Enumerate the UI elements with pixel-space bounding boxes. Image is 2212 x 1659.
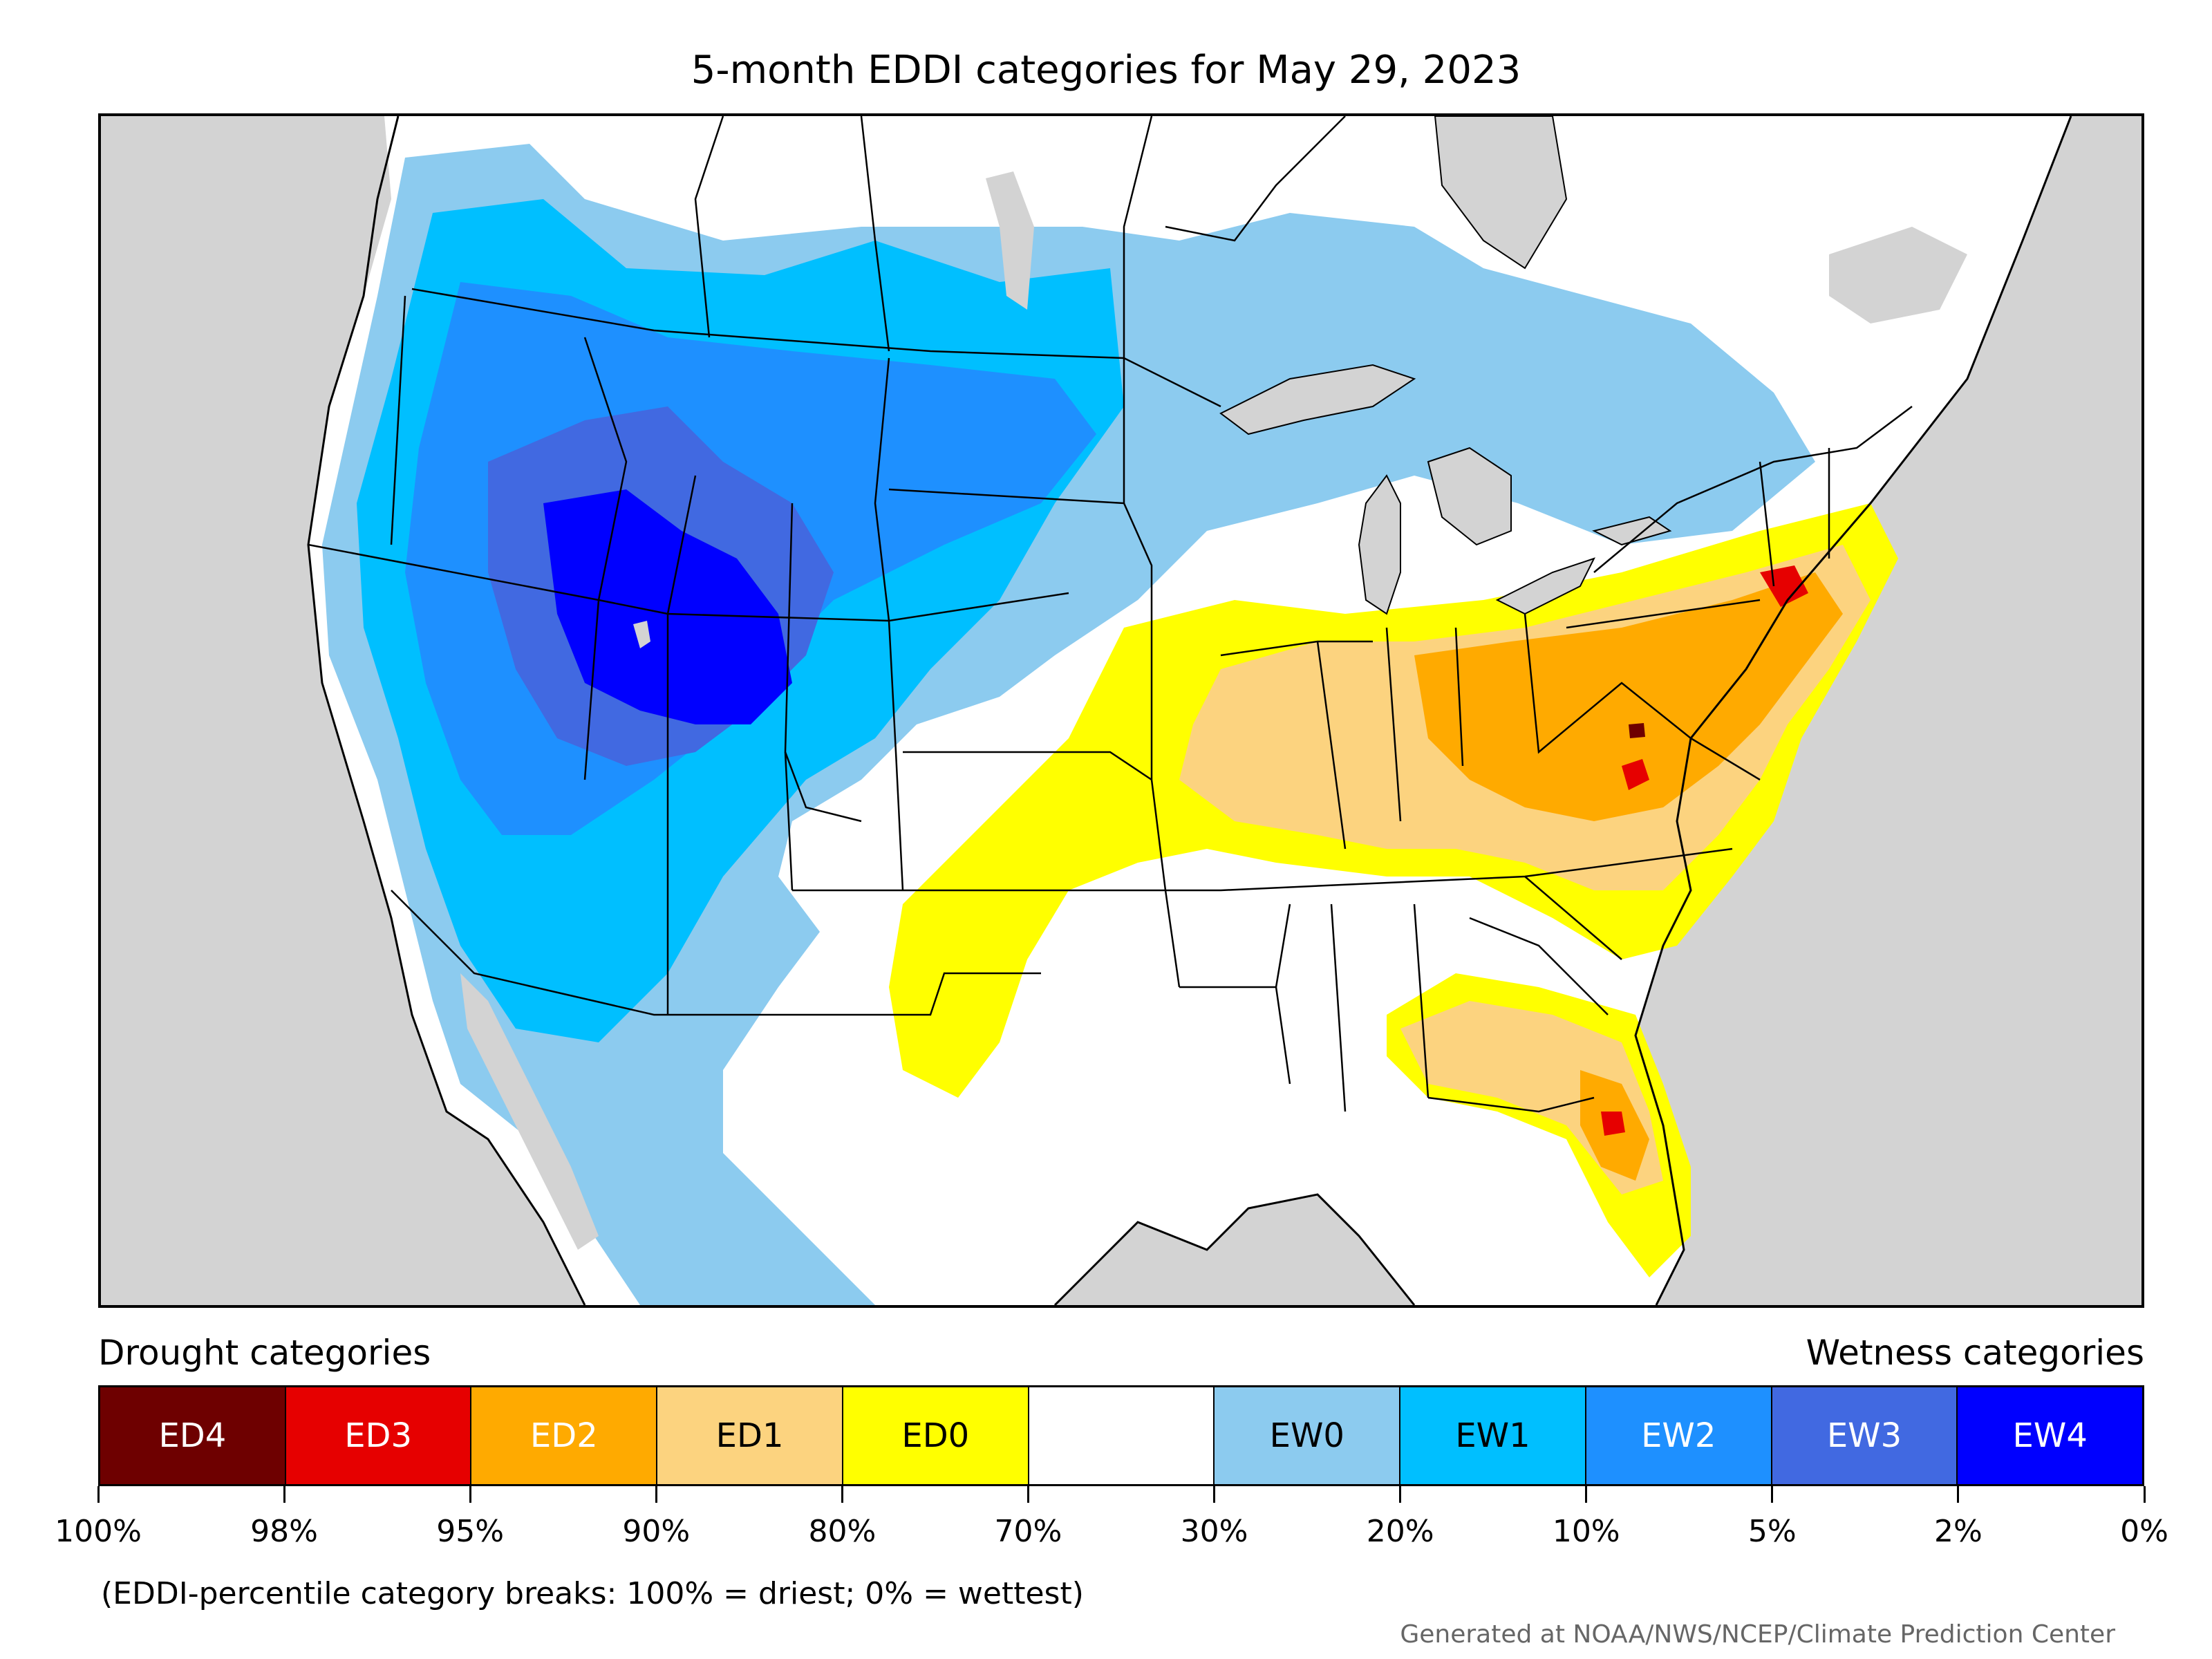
category-normal [1029,1387,1215,1484]
category-ed4: ED4 [100,1387,286,1484]
colorbar-tick-label: 80% [808,1514,877,1549]
colorbar-tick [841,1486,843,1503]
lake-huron [1427,447,1512,546]
category-label: EW3 [1826,1416,1902,1455]
gulf-of-st-lawrence [1829,227,1967,324]
category-label: EW0 [1269,1416,1344,1455]
colorbar-tick [1027,1486,1029,1503]
category-label: ED3 [344,1416,413,1455]
wetness-categories-heading: Wetness categories [1806,1333,2144,1373]
category-label: ED4 [158,1416,227,1455]
lake-superior [1219,364,1416,435]
hudson-bay-edge [1434,116,1568,270]
category-colorbar: ED4 ED3 ED2 ED1 ED0 EW0 EW1 EW2 EW3 EW4 [98,1385,2144,1486]
colorbar-tick-label: 98% [250,1514,318,1549]
wet-region-ew4 [543,489,792,724]
coastline-west [307,116,586,1305]
colorbar-tick [283,1486,285,1503]
colorbar-tick [1399,1486,1402,1503]
colorbar-tick [1771,1486,1774,1503]
colorbar-tick [97,1486,100,1503]
category-label: ED1 [715,1416,784,1455]
colorbar-tick-label: 70% [994,1514,1062,1549]
category-ed0: ED0 [843,1387,1029,1484]
colorbar-tick [2143,1486,2146,1503]
category-ew4: EW4 [1958,1387,2143,1484]
colorbar-ticks [97,1486,2146,1507]
great-salt-lake [633,621,650,648]
political-borders [308,116,1913,1113]
gulf-of-california [460,973,599,1250]
colorbar-tick-label: 20% [1366,1514,1434,1549]
colorbar-tick [1213,1486,1216,1503]
category-ew1: EW1 [1400,1387,1586,1484]
colorbar-tick-label: 100% [55,1514,142,1549]
colorbar-tick-label: 95% [436,1514,505,1549]
category-ed2: ED2 [471,1387,658,1484]
credit-line: Generated at NOAA/NWS/NCEP/Climate Predi… [1400,1620,2115,1649]
category-ed1: ED1 [657,1387,843,1484]
colorbar-tick-label: 5% [1747,1514,1797,1549]
lake-michigan [1358,474,1401,615]
drought-region-ed4-appalachia [1629,723,1645,738]
category-ed3: ED3 [285,1387,472,1484]
category-ew0: EW0 [1215,1387,1401,1484]
colorbar-tick-label: 30% [1180,1514,1248,1549]
map-svg [101,116,2141,1305]
category-ew3: EW3 [1772,1387,1958,1484]
colorbar-tick-label: 90% [622,1514,691,1549]
category-label: EW2 [1641,1416,1716,1455]
drought-region-ed3-florida [1601,1112,1625,1136]
category-ew2: EW2 [1586,1387,1772,1484]
lake-erie [1495,557,1595,615]
lake-winnipeg [986,171,1034,310]
coastline-east [1634,116,2072,1305]
coastline-gulf [1053,1193,1416,1305]
colorbar-tick [1585,1486,1588,1503]
category-breaks-note: (EDDI-percentile category breaks: 100% =… [101,1576,1084,1611]
colorbar-tick [469,1486,471,1503]
map-title: 5-month EDDI categories for May 29, 2023 [691,48,1521,93]
colorbar-tick-label: 2% [1934,1514,1983,1549]
category-label: EW4 [2012,1416,2088,1455]
drought-region-ed2 [1414,572,1843,821]
colorbar-tick-label: 0% [2120,1514,2168,1549]
eddi-map [98,113,2144,1308]
colorbar-tick-label: 10% [1552,1514,1620,1549]
drought-region-ed3-appalachia [1622,759,1649,790]
category-label: ED2 [529,1416,598,1455]
category-label: ED0 [901,1416,970,1455]
category-label: EW1 [1455,1416,1530,1455]
drought-categories-heading: Drought categories [98,1333,431,1373]
colorbar-tick [1957,1486,1960,1503]
colorbar-tick [655,1486,657,1503]
